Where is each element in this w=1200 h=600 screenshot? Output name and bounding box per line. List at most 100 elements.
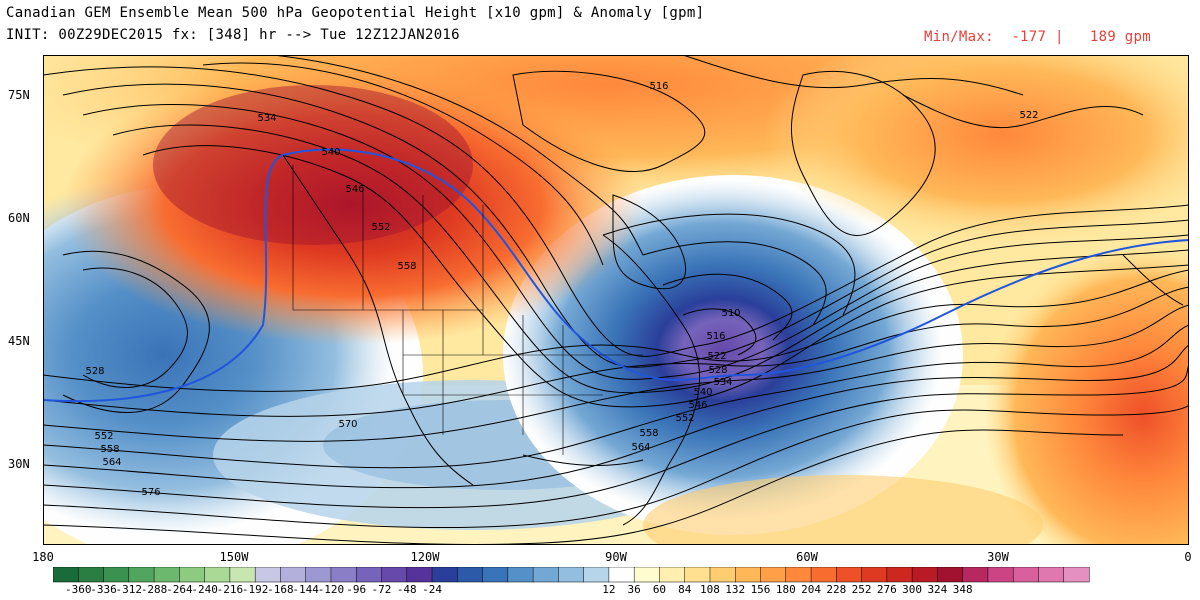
contour-label: 576: [141, 487, 160, 498]
colorbar-tick-label: 348: [952, 583, 973, 596]
colorbar-tick-label: 228: [826, 583, 847, 596]
contour-label: 552: [675, 413, 694, 424]
lon-label-180: 180: [32, 550, 54, 564]
contour-line: [602, 213, 856, 316]
colorbar-tick-label: 36: [627, 583, 641, 596]
colorbar-tick-label: 108: [700, 583, 720, 596]
boundary-line: [402, 310, 603, 396]
colorbar-swatch: [355, 567, 383, 583]
colorbar-swatch: [734, 567, 762, 583]
coastlines: [282, 70, 1184, 526]
colorbar-tick-label: 12: [602, 583, 616, 596]
colorbar-tick-label: -312: [115, 583, 143, 596]
colorbar-swatch: [431, 567, 458, 583]
colorbar-swatch: [709, 567, 736, 583]
max-value: 189 gpm: [1089, 29, 1151, 45]
contour-label: 558: [639, 428, 658, 439]
colorbar-tick-label: -48: [396, 583, 417, 596]
contour-line: [682, 308, 757, 356]
contour-label: 510: [721, 308, 740, 319]
lon-label-150w: 150W: [219, 550, 249, 564]
colorbar-tick-label: -192: [241, 583, 269, 596]
colorbar-tick-label: 180: [775, 583, 796, 596]
colorbar-swatch: [962, 567, 989, 583]
anomaly-map: 534 540 546 552 558 516 522 510 528 552 …: [43, 55, 1189, 545]
lon-label-0: 0: [1184, 550, 1192, 564]
colorbar-swatch: [861, 567, 888, 583]
contour-label: 528: [708, 365, 727, 376]
colorbar-tick-label: -336: [90, 583, 117, 596]
contour-line: [82, 267, 188, 388]
colorbar-swatch: [785, 567, 812, 583]
colorbar-swatch: [78, 567, 105, 583]
colorbar-tick-label: -240: [191, 583, 218, 596]
colorbar-swatch: [558, 567, 585, 583]
colorbar-tick-label: 276: [876, 583, 897, 596]
colorbar-swatch: [987, 567, 1014, 583]
colorbar-swatch: [280, 567, 307, 583]
contour-label: 522: [707, 351, 726, 362]
colorbar-tick-label: -72: [371, 583, 392, 596]
colorbar-swatch: [836, 567, 863, 583]
contour-label: 534: [257, 113, 276, 124]
contour-label: 522: [1019, 110, 1038, 121]
contour-label: 570: [338, 419, 357, 430]
colorbar-tick-label: 132: [725, 583, 746, 596]
contour-line: [662, 273, 793, 341]
gulf-coast: [522, 454, 644, 466]
colorbar-swatch: [53, 567, 79, 583]
contour-label: 558: [100, 444, 119, 455]
colorbar-swatch: [532, 567, 559, 583]
contour-line: [62, 83, 1189, 368]
contour-line: [202, 62, 604, 266]
north-atlantic-warm: [763, 55, 1189, 245]
colorbar-tick-label: 156: [750, 583, 771, 596]
na-east-coast: [602, 234, 701, 526]
europe-coast: [1122, 254, 1184, 306]
contour-line: [82, 104, 1189, 380]
hudson-bay: [612, 194, 687, 290]
colorbar-tick-label: -96: [346, 583, 367, 596]
lon-label-30w: 30W: [987, 550, 1009, 564]
contour-label: 516: [649, 81, 668, 92]
lon-label-90w: 90W: [605, 550, 627, 564]
boundary-line: [292, 165, 483, 311]
contour-label: 564: [631, 442, 650, 453]
colorbar-swatch: [229, 567, 256, 583]
colorbar-tick-label: -24: [422, 583, 442, 596]
na-west-coast: [282, 154, 474, 486]
contour-label: 540: [693, 387, 712, 398]
subtropical-atlantic-warm: [643, 475, 1043, 545]
contour-label: 528: [85, 366, 104, 377]
colorbar-tick-label: -264: [166, 583, 193, 596]
contour-label: 552: [371, 222, 390, 233]
contour-line: [43, 364, 1189, 509]
western-ridge-anomaly: [63, 65, 643, 345]
lat-label-75n: 75N: [8, 88, 30, 102]
colorbar-swatch: [1038, 567, 1065, 583]
min-value: -177: [1011, 29, 1047, 45]
contour-line: [682, 55, 1024, 96]
contour-label: 558: [397, 261, 416, 272]
colorbar-tick-label: 60: [652, 583, 667, 596]
contour-line: [43, 324, 1189, 469]
colorbar-swatch: [684, 567, 711, 583]
contour-line: [43, 344, 1189, 489]
colorbar-swatch: [254, 567, 281, 583]
contour-label: 516: [706, 331, 725, 342]
colorbar-swatch: [659, 567, 686, 583]
lat-label-30n: 30N: [8, 457, 30, 471]
colorbar-swatch: [937, 567, 964, 583]
contour-label: 552: [94, 431, 113, 442]
contour-line: [43, 269, 1189, 392]
lat-label-60n: 60N: [8, 211, 30, 225]
minmax-separator: |: [1054, 29, 1064, 45]
colorbar-tick-label: -144: [292, 583, 319, 596]
lon-label-120w: 120W: [410, 550, 440, 564]
min-max-readout: Min/Max: -177 | 189 gpm: [924, 29, 1151, 45]
contour-line: [902, 94, 1144, 129]
colorbar-swatch: [1063, 567, 1090, 583]
contour-line: [112, 124, 1189, 394]
lon-label-60w: 60W: [796, 550, 818, 564]
colorbar-swatch: [608, 567, 635, 583]
